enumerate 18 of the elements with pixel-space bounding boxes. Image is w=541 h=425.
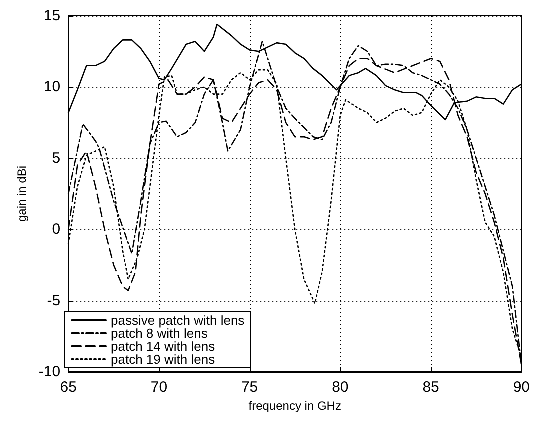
y-tick-label: -10	[38, 364, 61, 380]
y-axis-title: gain in dBi	[15, 166, 29, 222]
legend-label: patch 19 with lens	[111, 352, 216, 367]
x-tick-label: 90	[513, 379, 530, 396]
y-tick-label: 0	[52, 221, 61, 238]
y-tick-label: 10	[44, 78, 61, 96]
x-tick-label: 75	[241, 379, 258, 396]
legend-label: passive patch with lens	[111, 313, 246, 328]
y-tick-label: -5	[47, 292, 61, 310]
legend-label: patch 8 with lens	[111, 326, 208, 341]
x-tick-label: 80	[332, 379, 349, 396]
legend-label: patch 14 with lens	[111, 339, 216, 354]
y-tick-label: 15	[44, 8, 61, 24]
x-tick-label: 65	[60, 379, 77, 396]
y-tick-label: 5	[52, 150, 61, 167]
x-axis-title: frequency in GHz	[248, 398, 342, 413]
x-tick-label: 85	[422, 379, 440, 396]
x-tick-label: 70	[150, 379, 168, 396]
